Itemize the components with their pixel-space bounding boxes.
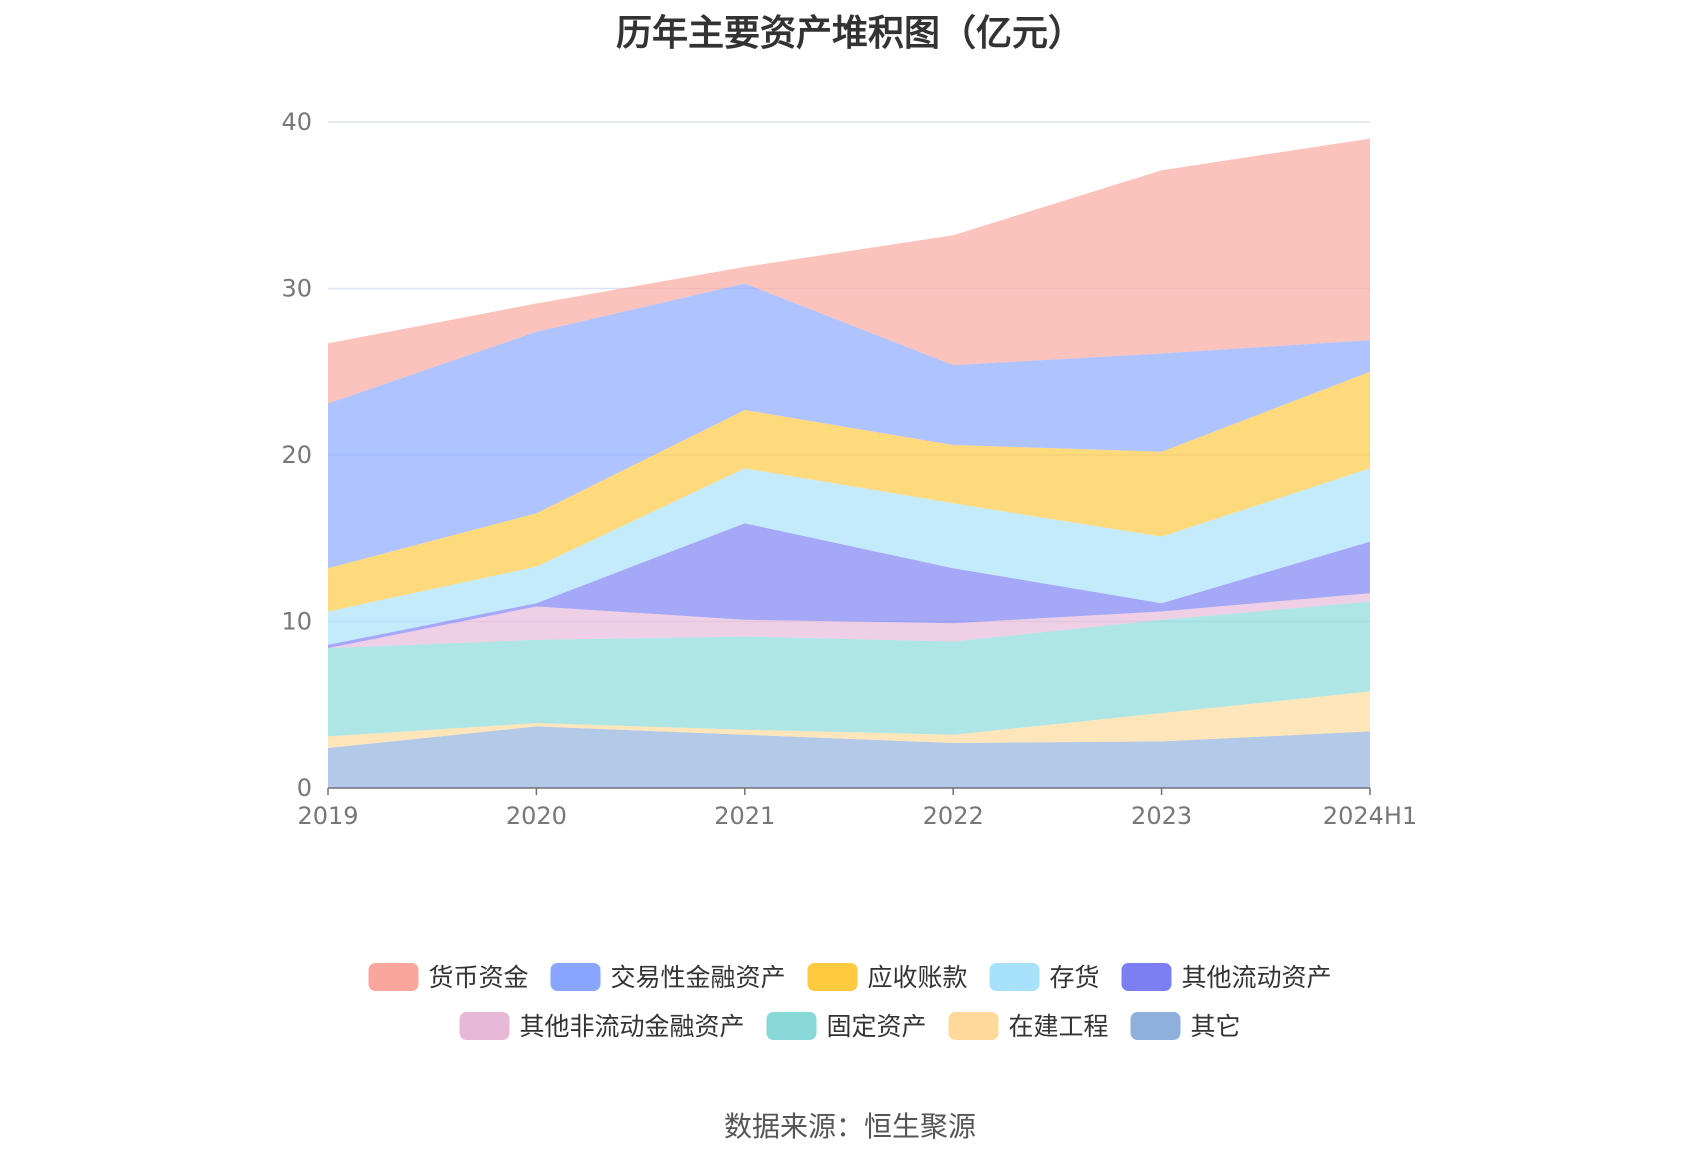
x-tick-label: 2019 — [297, 802, 358, 830]
legend-label[interactable]: 应收账款 — [868, 963, 968, 992]
legend-swatch[interactable] — [368, 963, 419, 991]
y-tick-label: 30 — [281, 275, 312, 303]
x-tick-label: 2023 — [1131, 802, 1192, 830]
legend-swatch[interactable] — [807, 963, 858, 991]
legend-label[interactable]: 在建工程 — [1009, 1012, 1109, 1041]
legend-label[interactable]: 其他非流动金融资产 — [520, 1012, 745, 1041]
area-其他流动资产 — [328, 523, 1370, 649]
x-tick-label: 2022 — [923, 802, 984, 830]
area-存货 — [328, 468, 1370, 645]
area-在建工程 — [328, 691, 1370, 748]
x-tick-label: 2020 — [506, 802, 567, 830]
legend-label[interactable]: 货币资金 — [429, 963, 529, 992]
area-应收账款 — [328, 371, 1370, 612]
legend-swatch[interactable] — [989, 963, 1040, 991]
chart-title: 历年主要资产堆积图（亿元） — [615, 13, 1084, 54]
area-其它 — [328, 726, 1370, 788]
y-tick-label: 0 — [297, 774, 312, 802]
legend-swatch[interactable] — [550, 963, 601, 991]
legend-label[interactable]: 其他流动资产 — [1182, 963, 1332, 992]
y-tick-label: 40 — [281, 108, 312, 136]
x-tick-label: 2021 — [714, 802, 775, 830]
legend-label[interactable]: 固定资产 — [827, 1012, 927, 1041]
legend-swatch[interactable] — [948, 1012, 999, 1040]
legend-label[interactable]: 存货 — [1050, 963, 1100, 992]
legend-swatch[interactable] — [766, 1012, 817, 1040]
data-source: 数据来源：恒生聚源 — [723, 1110, 976, 1143]
area-固定资产 — [328, 601, 1370, 737]
x-tick-label: 2024H1 — [1323, 802, 1417, 830]
legend-swatch[interactable] — [1130, 1012, 1181, 1040]
area-货币资金 — [328, 138, 1370, 404]
y-tick-label: 10 — [281, 608, 312, 636]
legend-label[interactable]: 其它 — [1191, 1012, 1241, 1041]
axes: 0 10 20 30 40 2019 2020 2021 2022 2023 2024H1 — [281, 108, 1417, 830]
legend-label[interactable]: 交易性金融资产 — [611, 963, 786, 992]
legend-swatch[interactable] — [1121, 963, 1172, 991]
y-tick-label: 20 — [281, 441, 312, 469]
area-其他非流动金融资产 — [328, 593, 1370, 649]
area-交易性金融资产 — [328, 283, 1370, 569]
legend-swatch[interactable] — [459, 1012, 510, 1040]
area-series — [328, 138, 1370, 788]
